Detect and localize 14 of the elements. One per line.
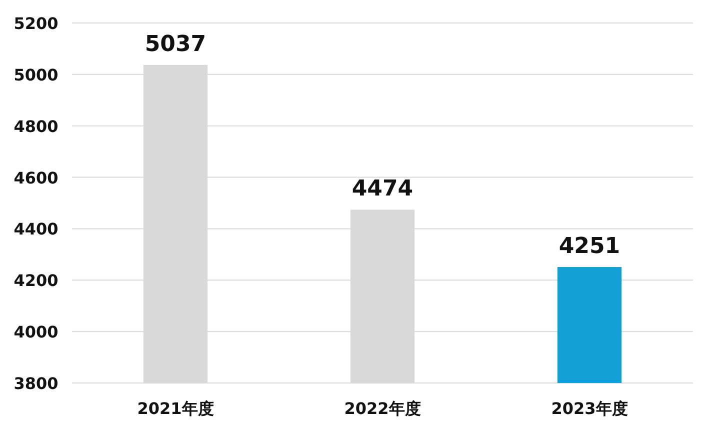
data-label: 4251	[558, 234, 620, 260]
data-label: 5037	[144, 32, 206, 57]
y-tick-label: 4200	[14, 271, 58, 290]
data-label: 4474	[352, 176, 414, 202]
y-tick-label: 4800	[14, 116, 58, 136]
y-tick-label: 5000	[14, 65, 58, 84]
x-tick-label: 2021年度	[137, 399, 214, 418]
y-tick-label: 5200	[14, 14, 58, 33]
y-tick-label: 4400	[14, 220, 58, 239]
y-tick-label: 4000	[14, 322, 58, 342]
x-tick-label: 2022年度	[344, 399, 421, 418]
x-tick-label: 2023年度	[551, 399, 628, 418]
y-tick-label: 4600	[14, 168, 58, 188]
y-tick-label: 3800	[14, 374, 58, 393]
